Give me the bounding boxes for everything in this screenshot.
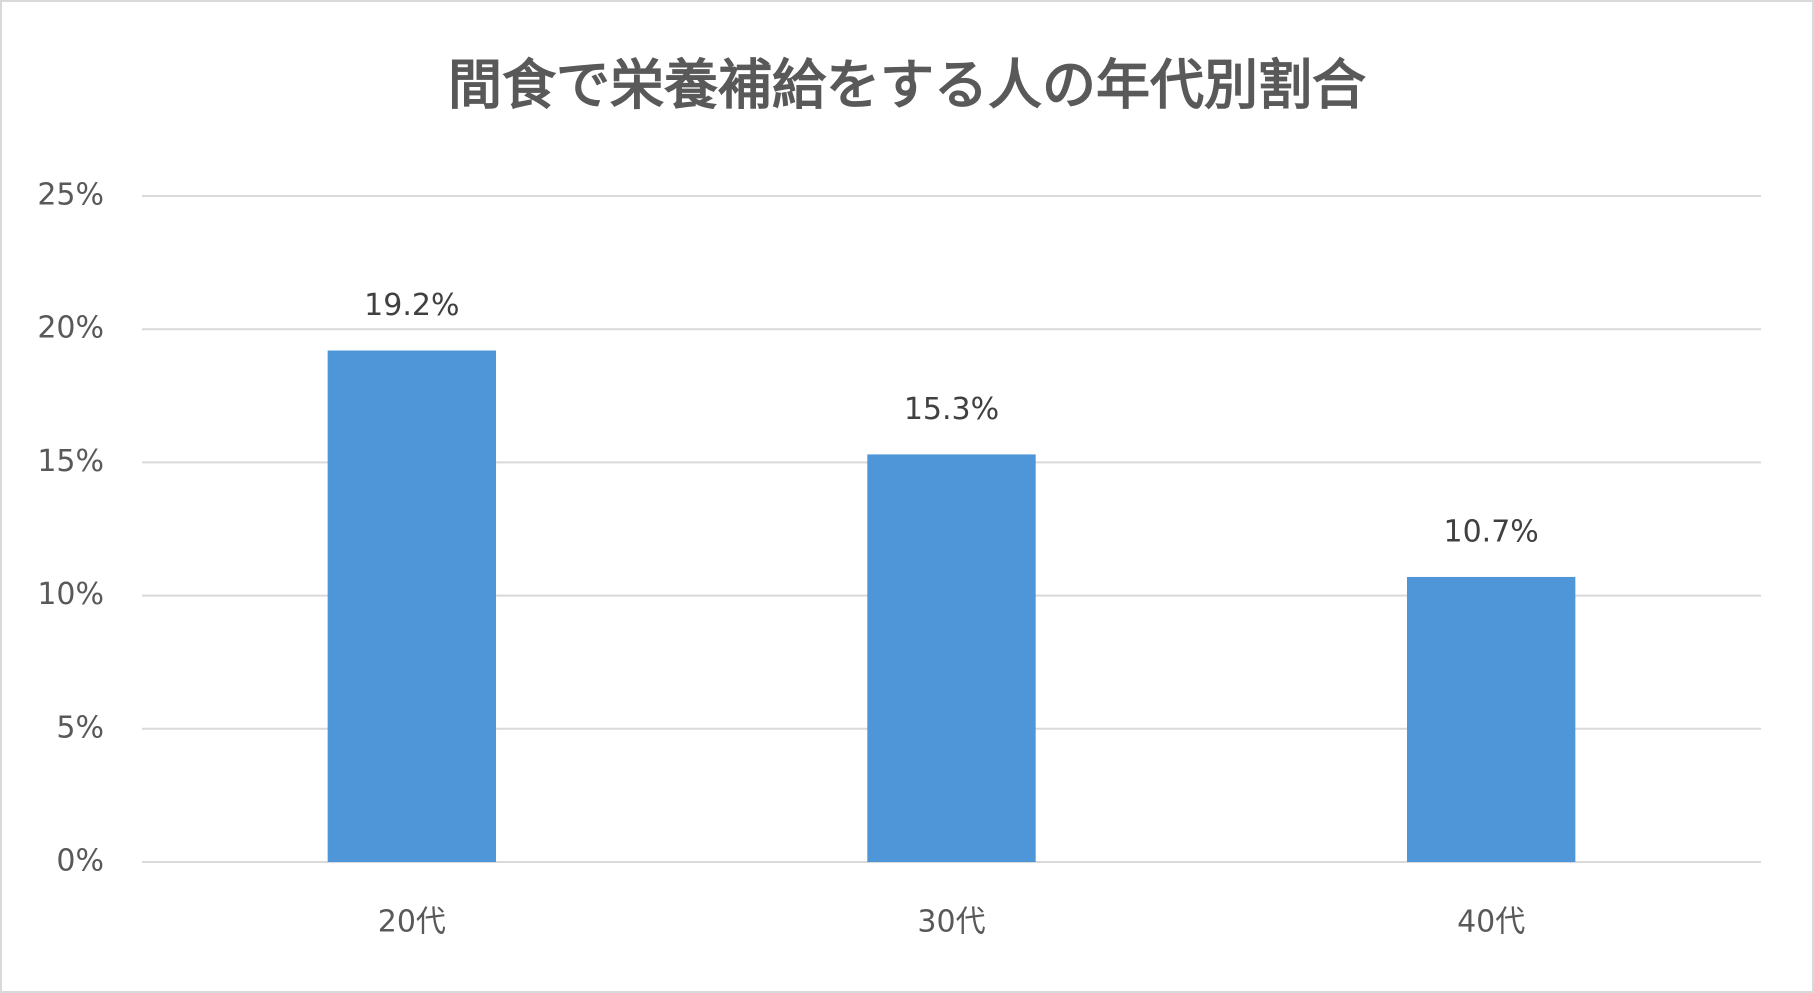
y-tick-label: 25% bbox=[37, 178, 104, 213]
x-tick-label: 40代 bbox=[1457, 905, 1525, 940]
y-tick-label: 20% bbox=[37, 311, 104, 346]
y-tick-label: 15% bbox=[37, 444, 104, 479]
value-label: 10.7% bbox=[1444, 514, 1539, 549]
y-tick-label: 10% bbox=[37, 577, 104, 612]
bar bbox=[327, 350, 497, 862]
y-tick-label: 5% bbox=[56, 710, 104, 745]
chart-title: 間食で栄養補給をする人の年代別割合 bbox=[448, 54, 1366, 117]
value-label: 19.2% bbox=[364, 288, 459, 323]
x-tick-label: 30代 bbox=[917, 905, 985, 940]
bar bbox=[867, 454, 1036, 862]
bar bbox=[1406, 576, 1576, 862]
y-tick-label: 0% bbox=[56, 844, 104, 879]
value-label: 15.3% bbox=[904, 392, 999, 427]
x-tick-label: 20代 bbox=[378, 905, 446, 940]
